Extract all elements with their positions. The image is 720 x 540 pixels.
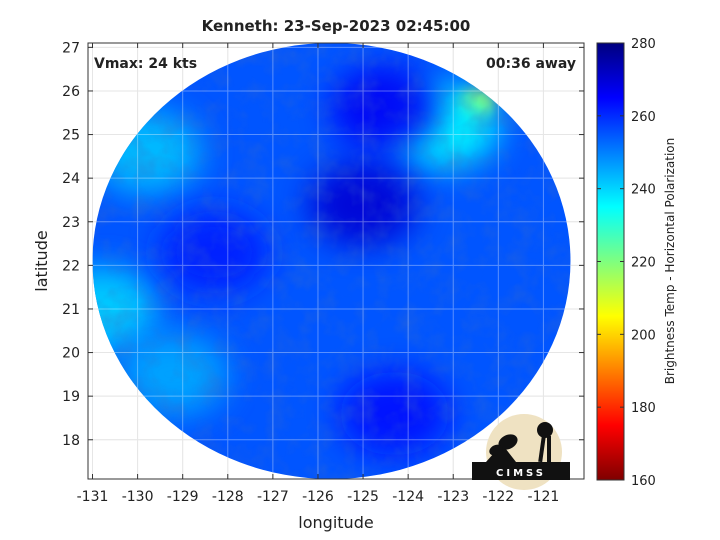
logo-text: CIMSS bbox=[496, 468, 546, 479]
colorbar-tick-label: 160 bbox=[631, 474, 656, 489]
swath-texture bbox=[92, 43, 571, 479]
logo-tower-tank-icon bbox=[537, 422, 553, 438]
x-tick-label: -122 bbox=[482, 489, 514, 505]
y-axis-label: latitude bbox=[32, 230, 51, 291]
colorbar-tick-label: 280 bbox=[631, 37, 656, 52]
y-tick-label: 21 bbox=[62, 302, 80, 318]
y-tick-label: 18 bbox=[62, 433, 80, 449]
x-tick-label: -127 bbox=[257, 489, 289, 505]
y-tick-label: 26 bbox=[62, 84, 80, 100]
colorbar-tick-label: 260 bbox=[631, 110, 656, 125]
x-tick-label: -129 bbox=[167, 489, 199, 505]
x-tick-label: -123 bbox=[437, 489, 469, 505]
logo-dish-icon bbox=[486, 444, 516, 462]
y-tick-label: 23 bbox=[62, 215, 80, 231]
colorbar-ticks: 160 180 200 220 240 260 280 bbox=[597, 37, 656, 489]
y-tick-label: 19 bbox=[62, 389, 80, 405]
axes-frame bbox=[87, 42, 585, 480]
logo-tower-icon bbox=[538, 435, 546, 463]
y-tick-label: 20 bbox=[62, 346, 80, 362]
axis-ticks: -131 -130 -129 -128 -127 -126 -125 -124 -123 -122… bbox=[62, 40, 584, 505]
x-tick-label: -131 bbox=[77, 489, 109, 505]
x-axis-label: longitude bbox=[298, 513, 373, 532]
logo-dish-icon bbox=[498, 434, 518, 450]
y-tick-label: 27 bbox=[62, 40, 80, 56]
x-tick-label: -130 bbox=[122, 489, 154, 505]
colorbar-tick-label: 200 bbox=[631, 328, 656, 343]
colorbar bbox=[596, 42, 625, 481]
x-tick-label: -126 bbox=[302, 489, 334, 505]
logo-tower-icon bbox=[547, 436, 551, 462]
time-away-label: 00:36 away bbox=[486, 56, 576, 72]
cimss-logo: CIMSS bbox=[472, 414, 570, 490]
y-tick-label: 22 bbox=[62, 258, 80, 274]
logo-ground bbox=[472, 462, 570, 480]
x-tick-label: -121 bbox=[528, 489, 560, 505]
x-tick-label: -128 bbox=[212, 489, 244, 505]
vmax-label: Vmax: 24 kts bbox=[94, 56, 197, 72]
colorbar-tick-label: 220 bbox=[631, 256, 656, 271]
colorbar-label: Brightness Temp - Horizontal Polarizatio… bbox=[663, 138, 677, 385]
colorbar-tick-label: 240 bbox=[631, 183, 656, 198]
chart-title: Kenneth: 23-Sep-2023 02:45:00 bbox=[202, 17, 471, 35]
x-tick-label: -124 bbox=[392, 489, 424, 505]
logo-dish-icon bbox=[489, 444, 503, 456]
y-tick-label: 25 bbox=[62, 128, 80, 144]
colorbar-tick-label: 180 bbox=[631, 401, 656, 416]
swath-image bbox=[92, 43, 571, 479]
x-tick-label: -125 bbox=[347, 489, 379, 505]
y-tick-label: 24 bbox=[62, 171, 80, 187]
